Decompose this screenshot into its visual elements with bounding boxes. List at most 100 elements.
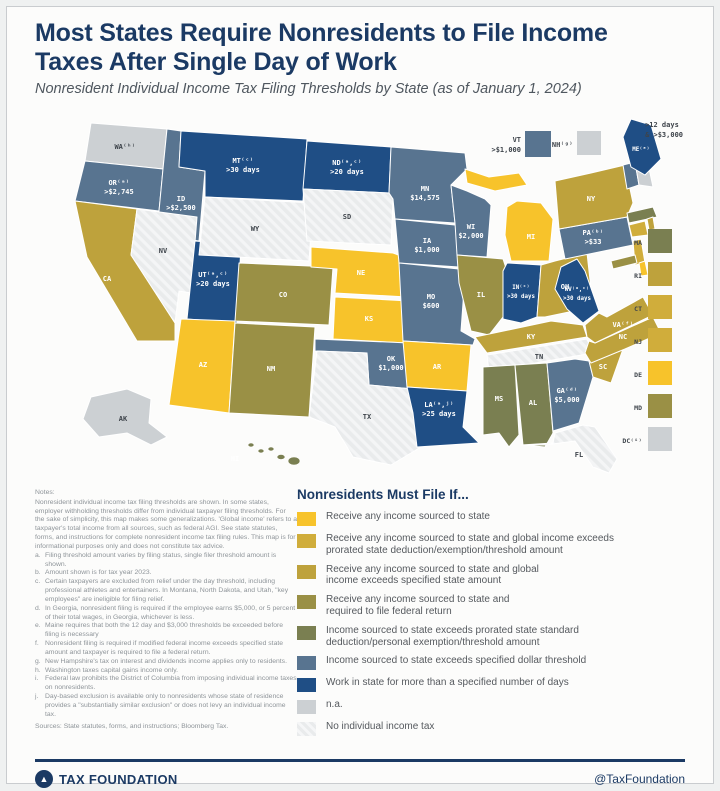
us-choropleth-map: WA⁽ʰ⁾ OR⁽ᵃ⁾>$2,745 ID>$2,500 MT⁽ᶜ⁾>30 da… [35, 111, 685, 481]
svg-text:FL: FL [575, 451, 583, 459]
svg-text:MS: MS [495, 395, 503, 403]
legend-label: Receive any income sourced to state [326, 511, 490, 523]
callout-swatch-NH [577, 131, 601, 155]
state-MD-sliver [611, 255, 637, 269]
state-WI [451, 185, 491, 257]
svg-text:AZ: AZ [199, 361, 207, 369]
legend-swatch [297, 512, 316, 526]
svg-text:ND⁽ᵃ,ᶜ⁾>20 days: ND⁽ᵃ,ᶜ⁾>20 days [330, 159, 364, 176]
small-state-DE: DE [634, 361, 672, 385]
legend-swatch [297, 656, 316, 670]
note-item: c.Certain taxpayers are excluded from re… [35, 578, 297, 604]
notes-block: Notes: Nonresident individual income tax… [35, 489, 297, 731]
state-IN [503, 263, 541, 323]
legend-items: Receive any income sourced to state Recei… [297, 511, 701, 736]
note-item: j.Day-based exclusion is available only … [35, 693, 297, 719]
note-item: g.New Hampshire's tax on interest and di… [35, 658, 297, 667]
legend-label: Receive any income sourced to state and … [326, 594, 509, 618]
twitter-handle: @TaxFoundation [594, 772, 685, 786]
svg-text:IL: IL [477, 291, 485, 299]
svg-text:AR: AR [433, 363, 442, 371]
note-item: i.Federal law prohibits the District of … [35, 675, 297, 693]
legend-swatch [297, 534, 316, 548]
note-item: h.Washington taxes capital gains income … [35, 667, 297, 676]
callout-swatch-VT [525, 131, 551, 157]
state-HI-islands [248, 443, 300, 465]
notes-heading: Notes: [35, 489, 297, 498]
svg-text:KS: KS [365, 315, 373, 323]
state-CT-sliver [629, 221, 648, 237]
callout-label-NH: NH⁽ᵍ⁾ [552, 141, 573, 149]
svg-text:TX: TX [363, 413, 372, 421]
legend-item: Work in state for more than a specified … [297, 677, 701, 692]
svg-text:HI: HI [231, 455, 239, 463]
notes-body: Nonresident individual income tax filing… [35, 499, 297, 720]
svg-text:MA: MA [634, 239, 642, 247]
brand-name: TAX FOUNDATION [59, 772, 178, 787]
tax-foundation-logo-icon: ▲ [35, 770, 53, 788]
svg-text:CO: CO [279, 291, 287, 299]
svg-text:GA⁽ᵈ⁾$5,000: GA⁽ᵈ⁾$5,000 [554, 387, 579, 404]
svg-text:CA: CA [103, 275, 112, 283]
svg-text:NE: NE [357, 269, 365, 277]
brand: ▲ TAX FOUNDATION [35, 770, 178, 788]
svg-text:VA⁽ᶠ⁾: VA⁽ᶠ⁾ [612, 321, 633, 329]
svg-text:UT⁽ᵃ,ᶜ⁾>20 days: UT⁽ᵃ,ᶜ⁾>20 days [196, 271, 230, 288]
svg-text:TN: TN [535, 353, 543, 361]
callout-label-VT: VT>$1,000 [491, 136, 521, 154]
svg-text:NC: NC [619, 333, 627, 341]
vt-nh-callouts: VT>$1,000 NH⁽ᵍ⁾ [491, 131, 601, 157]
note-item: a.Filing threshold amount varies by fili… [35, 552, 297, 570]
state-MI-upper [465, 169, 527, 191]
state-MI-lower [505, 201, 553, 261]
state-GA [547, 359, 593, 431]
legend-label: No individual income tax [326, 721, 434, 733]
legend-item: Income sourced to state exceeds prorated… [297, 625, 701, 649]
legend-label: Work in state for more than a specified … [326, 677, 569, 689]
svg-text:AL: AL [529, 399, 537, 407]
svg-text:NM: NM [267, 365, 275, 373]
state-RI-sliver [647, 217, 655, 230]
state-ND [303, 141, 391, 193]
svg-text:ME⁽ᵉ⁾: ME⁽ᵉ⁾ [632, 146, 649, 153]
legend-swatch [297, 700, 316, 714]
notes-intro: Nonresident individual income tax filing… [35, 499, 297, 552]
legend-title: Nonresidents Must File If... [297, 487, 701, 502]
svg-text:AK: AK [119, 415, 128, 423]
legend-item: Income sourced to state exceeds specifie… [297, 655, 701, 670]
footer-divider [35, 759, 685, 762]
page-subtitle: Nonresident Individual Income Tax Filing… [35, 81, 582, 97]
note-item: b.Amount shown is for tax year 2023. [35, 569, 297, 578]
note-item: e.Maine requires that both the 12 day an… [35, 622, 297, 640]
note-item: f.Nonresident filing is required if modi… [35, 640, 297, 658]
svg-text:KY: KY [527, 333, 536, 341]
state-MS [483, 365, 519, 447]
map-legend: Nonresidents Must File If... Receive any… [297, 487, 701, 743]
legend-label: Income sourced to state exceeds specifie… [326, 655, 586, 667]
svg-text:MD: MD [634, 404, 642, 412]
legend-item: Receive any income sourced to state and … [297, 594, 701, 618]
legend-item: Receive any income sourced to state [297, 511, 701, 526]
svg-text:DC⁽ⁱ⁾: DC⁽ⁱ⁾ [622, 437, 642, 445]
svg-text:WA⁽ʰ⁾: WA⁽ʰ⁾ [114, 143, 135, 151]
legend-swatch [297, 565, 316, 579]
legend-label: Receive any income sourced to state and … [326, 564, 539, 588]
svg-text:MI: MI [527, 233, 535, 241]
svg-text:NY: NY [587, 195, 596, 203]
svg-text:SC: SC [599, 363, 607, 371]
legend-swatch [297, 595, 316, 609]
svg-text:NJ: NJ [634, 338, 642, 346]
note-item: d.In Georgia, nonresident filing is requ… [35, 605, 297, 623]
legend-swatch [297, 678, 316, 692]
infographic-card: Most States Require Nonresidents to File… [6, 6, 714, 784]
svg-text:PA⁽ᵇ⁾>$33: PA⁽ᵇ⁾>$33 [582, 229, 603, 246]
legend-label: Receive any income sourced to state and … [326, 533, 614, 557]
svg-text:CT: CT [634, 305, 642, 313]
small-state-DC: DC⁽ⁱ⁾ [622, 427, 672, 451]
svg-text:LA⁽ᵃ,ʲ⁾>25 days: LA⁽ᵃ,ʲ⁾>25 days [422, 401, 456, 418]
legend-label: n.a. [326, 699, 343, 711]
svg-text:DE: DE [634, 371, 642, 379]
legend-item: n.a. [297, 699, 701, 714]
svg-text:RI: RI [634, 272, 642, 280]
svg-text:WY: WY [251, 225, 260, 233]
